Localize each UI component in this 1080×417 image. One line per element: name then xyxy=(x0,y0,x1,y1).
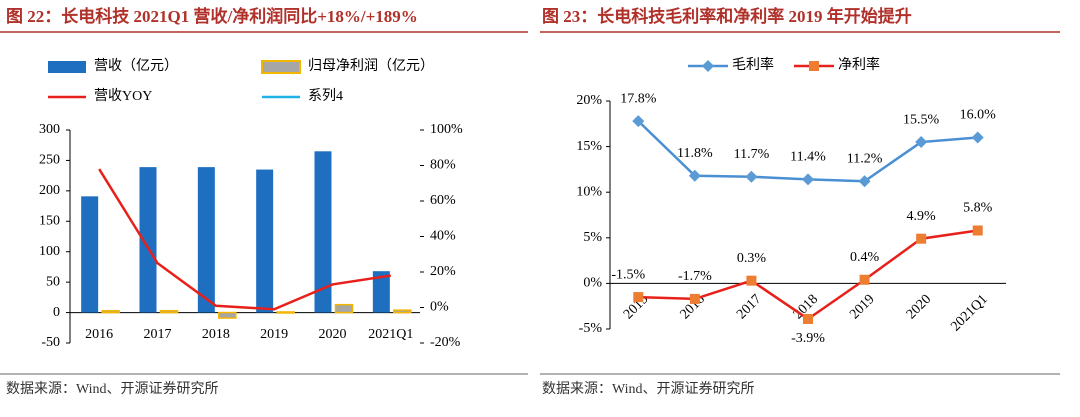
bar xyxy=(393,309,412,314)
marker xyxy=(972,225,983,236)
data-label: 4.9% xyxy=(907,209,937,224)
bar xyxy=(101,309,120,314)
y-tick-label: 20% xyxy=(576,93,602,108)
legend-marker xyxy=(702,60,714,72)
data-label: -1.7% xyxy=(678,269,712,284)
bar xyxy=(334,303,354,314)
marker xyxy=(688,169,701,182)
data-label: -1.5% xyxy=(611,267,645,282)
y-tick-label: 300 xyxy=(39,122,60,137)
y2-tick-label: 100% xyxy=(430,122,463,137)
y-tick-label: 0 xyxy=(53,305,60,320)
bar xyxy=(159,309,179,314)
marker xyxy=(689,293,700,304)
x-tick-label: 2020 xyxy=(904,292,934,322)
data-label: 0.3% xyxy=(737,251,767,266)
source: 数据来源：Wind、开源证券研究所 xyxy=(6,381,219,397)
y-tick-label: 50 xyxy=(46,274,60,289)
y-tick-label: 100 xyxy=(39,244,60,259)
line xyxy=(98,168,392,311)
marker xyxy=(971,131,984,144)
bar xyxy=(218,311,237,319)
legend-label: 营收YOY xyxy=(94,88,152,104)
data-label: 11.7% xyxy=(734,147,770,162)
data-label: -3.9% xyxy=(791,331,825,346)
data-label: 11.8% xyxy=(677,146,713,161)
bar xyxy=(197,167,215,313)
x-tick-label: 2019 xyxy=(847,292,877,322)
data-label: 11.4% xyxy=(790,150,826,165)
x-tick-label: 2017 xyxy=(144,327,172,342)
marker xyxy=(633,292,644,303)
x-tick-label: 2018 xyxy=(202,327,230,342)
bar xyxy=(139,167,157,313)
marker xyxy=(915,136,928,149)
data-label: 15.5% xyxy=(903,112,940,127)
legend-label: 毛利率 xyxy=(732,56,774,73)
marker xyxy=(858,175,871,188)
y2-tick-label: 0% xyxy=(430,300,449,315)
bar xyxy=(256,169,274,313)
bar xyxy=(314,151,332,313)
marker xyxy=(916,233,927,244)
legend-label: 系列4 xyxy=(308,88,343,104)
x-tick-label: 2021Q1 xyxy=(948,292,991,335)
legend-label: 归母净利润（亿元） xyxy=(308,57,434,74)
y-tick-label: 150 xyxy=(39,214,60,229)
y2-tick-label: 80% xyxy=(430,158,456,173)
y-tick-label: -5% xyxy=(579,321,603,336)
y-tick-label: 200 xyxy=(39,183,60,198)
y-tick-label: 10% xyxy=(576,184,602,199)
y-tick-label: 0% xyxy=(583,276,602,291)
chart-title: 图 23：长电科技毛利率和净利率 2019 年开始提升 xyxy=(542,6,912,26)
y-tick-label: 5% xyxy=(583,230,602,245)
legend-swatch xyxy=(48,61,86,73)
marker xyxy=(802,173,814,186)
marker xyxy=(745,170,758,183)
x-tick-label: 2020 xyxy=(319,327,347,342)
y-tick-label: 15% xyxy=(576,139,602,154)
source: 数据来源：Wind、开源证券研究所 xyxy=(542,381,755,397)
y2-tick-label: -20% xyxy=(430,335,461,350)
data-label: 17.8% xyxy=(620,91,657,106)
x-tick-label: 2021Q1 xyxy=(368,327,413,342)
legend-label: 营收（亿元） xyxy=(94,58,178,74)
bar xyxy=(81,196,99,313)
bar xyxy=(372,271,390,313)
data-label: 16.0% xyxy=(960,108,997,123)
marker xyxy=(859,274,870,285)
y-tick-label: 250 xyxy=(39,153,60,168)
marker xyxy=(803,313,813,324)
data-label: 11.2% xyxy=(847,151,883,166)
y2-tick-label: 60% xyxy=(430,193,456,208)
marker xyxy=(746,275,757,286)
bar xyxy=(276,311,295,314)
x-tick-label: 2019 xyxy=(260,327,288,342)
chart-title: 图 22：长电科技 2021Q1 营收/净利润同比+18%/+189% xyxy=(6,6,418,26)
legend-marker xyxy=(809,61,819,71)
x-tick-label: 2017 xyxy=(734,292,764,322)
y2-tick-label: 20% xyxy=(430,264,456,279)
legend-swatch xyxy=(261,60,301,74)
x-tick-label: 2016 xyxy=(85,327,113,342)
legend-label: 净利率 xyxy=(838,56,880,73)
y2-tick-label: 40% xyxy=(430,229,456,244)
y-tick-label: -50 xyxy=(41,335,60,350)
data-label: 0.4% xyxy=(850,250,880,265)
data-label: 5.8% xyxy=(963,201,993,216)
marker xyxy=(632,115,645,128)
